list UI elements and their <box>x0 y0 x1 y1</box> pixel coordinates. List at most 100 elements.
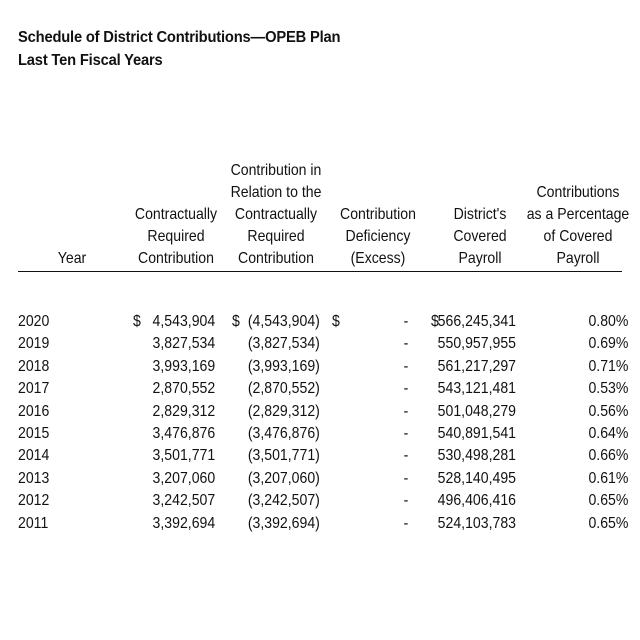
row-year: 2019 <box>18 335 50 353</box>
currency-symbol: $ <box>332 313 340 330</box>
row-covered-payroll: 528,140,495 <box>437 469 516 487</box>
header-relation-line: Contribution <box>238 250 314 267</box>
row-contribution-deficiency: - <box>403 357 408 375</box>
row-year: 2013 <box>18 469 50 487</box>
header-required: Contractually Required Contribution <box>125 204 227 270</box>
header-percentage: Contributions as a Percentage of Covered… <box>523 182 632 270</box>
header-payroll-line: District's <box>453 206 507 223</box>
row-required-contribution: 3,993,169 <box>152 357 215 375</box>
row-covered-payroll: 540,891,541 <box>437 425 516 442</box>
row-covered-payroll: 501,048,279 <box>437 402 516 420</box>
header-percentage-line: Payroll <box>556 250 600 267</box>
header-relation: Contribution in Relation to the Contract… <box>225 160 327 270</box>
row-contribution-percentage: 0.69% <box>588 335 628 353</box>
row-required-contribution: 3,501,771 <box>152 447 215 465</box>
row-required-contribution: 3,827,534 <box>152 335 215 353</box>
row-contribution-in-relation: (4,543,904) <box>247 313 320 330</box>
row-contribution-percentage: 0.71% <box>588 357 628 375</box>
header-relation-line: Required <box>247 228 305 245</box>
header-required-line: Contractually <box>134 206 218 223</box>
row-contribution-deficiency: - <box>403 447 408 465</box>
table-row: 2018 3,993,169 (3,993,169) - 561,217,297 0.71… <box>0 356 640 378</box>
row-covered-payroll: 550,957,955 <box>437 335 516 353</box>
row-required-contribution: 4,543,904 <box>152 313 215 330</box>
row-contribution-in-relation: (3,501,771) <box>247 447 320 465</box>
row-required-contribution: 3,207,060 <box>152 469 215 487</box>
table-row: 2015 3,476,876 (3,476,876) - 540,891,541 0.64… <box>0 423 640 445</box>
row-contribution-percentage: 0.65% <box>588 492 628 510</box>
row-covered-payroll: 566,245,341 <box>437 313 516 330</box>
row-covered-payroll: 543,121,481 <box>437 380 516 398</box>
table-row: 2016 2,829,312 (2,829,312) - 501,048,279 0.56… <box>0 401 640 423</box>
row-year: 2015 <box>18 425 50 442</box>
row-year: 2011 <box>18 514 49 532</box>
table-row: 2017 2,870,552 (2,870,552) - 543,121,481 0.53… <box>0 378 640 400</box>
table-row: 2012 3,242,507 (3,242,507) - 496,406,416 0.65… <box>0 490 640 512</box>
row-year: 2016 <box>18 402 50 420</box>
table-row: 2013 3,207,060 (3,207,060) - 528,140,495 0.61… <box>0 468 640 490</box>
row-contribution-percentage: 0.53% <box>588 380 628 398</box>
row-contribution-in-relation: (3,207,060) <box>247 469 320 487</box>
row-covered-payroll: 496,406,416 <box>437 492 516 510</box>
row-contribution-deficiency: - <box>403 335 408 353</box>
header-payroll: District's Covered Payroll <box>436 204 524 270</box>
schedule-title: Schedule of District Contributions—OPEB … <box>18 26 341 72</box>
row-contribution-percentage: 0.65% <box>588 514 628 532</box>
header-deficiency-line: Deficiency <box>345 228 411 245</box>
header-deficiency-line: Contribution <box>340 206 416 223</box>
header-percentage-line: Contributions <box>536 184 620 201</box>
row-contribution-deficiency: - <box>403 380 408 398</box>
header-year: Year <box>44 248 100 270</box>
row-contribution-deficiency: - <box>403 514 408 532</box>
currency-symbol: $ <box>431 313 439 330</box>
row-contribution-in-relation: (3,993,169) <box>247 357 320 375</box>
header-percentage-line: of Covered <box>543 228 613 245</box>
row-contribution-in-relation: (3,476,876) <box>247 425 320 442</box>
header-required-line: Required <box>147 228 205 245</box>
currency-symbol: $ <box>232 313 240 330</box>
row-year: 2017 <box>18 380 50 398</box>
row-year: 2020 <box>18 313 50 330</box>
row-required-contribution: 2,870,552 <box>152 380 215 398</box>
row-contribution-percentage: 0.61% <box>588 469 628 487</box>
row-contribution-in-relation: (2,870,552) <box>247 380 320 398</box>
row-covered-payroll: 530,498,281 <box>437 447 516 465</box>
row-year: 2018 <box>18 357 50 375</box>
row-contribution-deficiency: - <box>403 492 408 510</box>
row-contribution-deficiency: - <box>403 469 408 487</box>
header-relation-line: Contractually <box>234 206 318 223</box>
row-contribution-in-relation: (3,242,507) <box>247 492 320 510</box>
table-row: 2011 3,392,694 (3,392,694) - 524,103,783 0.65… <box>0 513 640 535</box>
header-rule <box>18 271 622 272</box>
row-contribution-deficiency: - <box>403 402 408 420</box>
header-year-line: Year <box>57 250 87 267</box>
row-contribution-percentage: 0.56% <box>588 402 628 420</box>
row-contribution-percentage: 0.80% <box>588 313 628 330</box>
row-required-contribution: 3,476,876 <box>152 425 215 442</box>
row-contribution-in-relation: (2,829,312) <box>247 402 320 420</box>
row-required-contribution: 3,392,694 <box>152 514 215 532</box>
header-required-line: Contribution <box>138 250 214 267</box>
row-required-contribution: 2,829,312 <box>152 402 215 420</box>
header-deficiency: Contribution Deficiency (Excess) <box>332 204 424 270</box>
row-contribution-percentage: 0.66% <box>588 447 628 465</box>
row-contribution-percentage: 0.64% <box>588 425 628 442</box>
header-payroll-line: Covered <box>453 228 507 245</box>
header-payroll-line: Payroll <box>458 250 502 267</box>
table-row: 2019 3,827,534 (3,827,534) - 550,957,955 0.69… <box>0 333 640 355</box>
header-deficiency-line: (Excess) <box>350 250 406 267</box>
row-contribution-in-relation: (3,827,534) <box>247 335 320 353</box>
row-contribution-deficiency: - <box>403 313 408 330</box>
row-contribution-in-relation: (3,392,694) <box>247 514 320 532</box>
header-percentage-line: as a Percentage <box>526 206 630 223</box>
row-required-contribution: 3,242,507 <box>152 492 215 510</box>
row-year: 2012 <box>18 492 50 510</box>
title-line-2: Last Ten Fiscal Years <box>18 52 163 69</box>
row-year: 2014 <box>18 447 50 465</box>
table-row: 2014 3,501,771 (3,501,771) - 530,498,281 0.66… <box>0 445 640 467</box>
currency-symbol: $ <box>133 313 141 330</box>
header-relation-line: Relation to the <box>230 184 322 201</box>
row-contribution-deficiency: - <box>403 425 408 442</box>
row-covered-payroll: 524,103,783 <box>437 514 516 532</box>
